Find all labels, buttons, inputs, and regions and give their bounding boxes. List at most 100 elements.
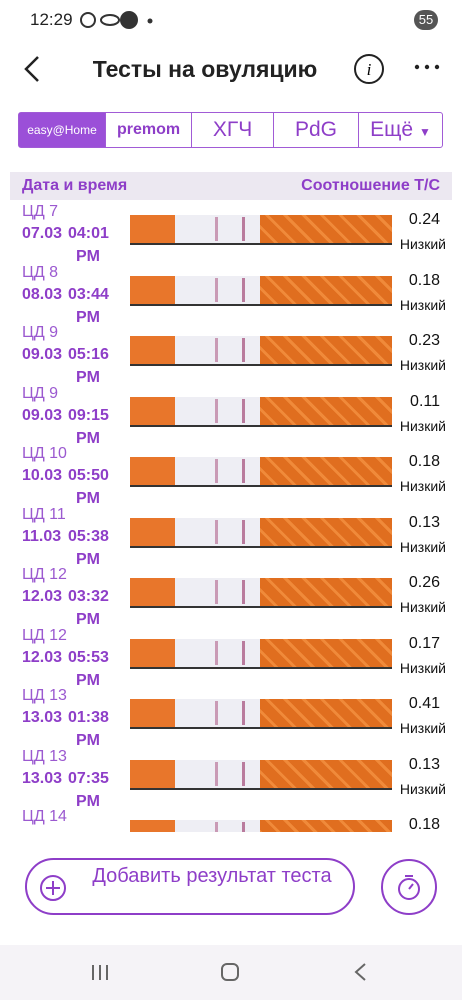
date: 09.03 bbox=[22, 346, 63, 363]
level: Низкий bbox=[399, 780, 446, 797]
ampm: PM bbox=[76, 490, 100, 507]
time: 03:44 bbox=[68, 285, 109, 303]
ampm: PM bbox=[76, 308, 100, 326]
ratio: 0.11 bbox=[410, 392, 440, 410]
add-result-label: Добавить результат теста bbox=[92, 865, 332, 887]
result-row[interactable]: ЦД 11 11.03 05:38 PM 0.13 Низкий bbox=[0, 505, 462, 568]
ratio: 0.41 bbox=[408, 695, 440, 712]
level: Низкий bbox=[399, 357, 446, 373]
date: 07.03 bbox=[22, 225, 63, 242]
result-row[interactable]: ЦД 13 13.03 07:35 PM 0.13 Низкий bbox=[0, 747, 462, 810]
result-row[interactable]: ЦД 10 10.03 05:50 PM 0.18 Низкий bbox=[0, 445, 462, 507]
control-line bbox=[242, 640, 245, 665]
control-line bbox=[242, 398, 245, 423]
test-line bbox=[215, 277, 218, 302]
test-strip-image bbox=[130, 275, 392, 306]
cycle-day: ЦД 14 bbox=[22, 808, 67, 825]
battery: 55 bbox=[414, 10, 438, 30]
ratio: 0.26 bbox=[408, 574, 440, 591]
level: Низкий bbox=[399, 538, 446, 555]
date: 10.03 bbox=[22, 467, 63, 484]
strip-handle bbox=[130, 699, 175, 727]
ampm: PM bbox=[76, 550, 100, 568]
cycle-day: ЦД 13 bbox=[22, 747, 67, 765]
ampm: PM bbox=[76, 732, 100, 749]
date: 11.03 bbox=[22, 527, 62, 545]
tab-bar: easy@Home premom ХГЧ PdG Ещё ▼ bbox=[18, 112, 443, 148]
result-row[interactable]: ЦД 9 09.03 05:16 PM 0.23 Низкий bbox=[0, 324, 462, 386]
strip-label bbox=[260, 396, 392, 425]
ratio: 0.24 bbox=[408, 211, 440, 228]
back-button[interactable] bbox=[18, 52, 48, 86]
svg-text:i: i bbox=[367, 60, 372, 79]
test-line bbox=[215, 459, 218, 483]
ratio: 0.13 bbox=[408, 755, 440, 773]
result-row[interactable]: ЦД 12 12.03 03:32 PM 0.26 Низкий bbox=[0, 566, 462, 628]
strip-handle bbox=[130, 336, 175, 364]
strip-handle bbox=[130, 275, 175, 304]
control-line bbox=[242, 580, 245, 604]
strip-label bbox=[260, 820, 392, 832]
test-strip-image bbox=[130, 759, 392, 790]
menu-button[interactable] bbox=[412, 60, 442, 74]
test-line bbox=[215, 580, 218, 604]
strip-label bbox=[260, 759, 392, 788]
strip-label bbox=[260, 638, 392, 667]
result-row[interactable]: ЦД 12 12.03 05:53 PM 0.17 Низкий bbox=[0, 627, 462, 689]
test-strip-image bbox=[130, 457, 392, 487]
add-result-button[interactable]: Добавить результат теста bbox=[25, 858, 355, 915]
strip-label bbox=[260, 457, 392, 485]
test-strip-image bbox=[130, 215, 392, 245]
test-strip-image bbox=[130, 699, 392, 729]
date: 12.03 bbox=[22, 588, 63, 605]
cycle-day: ЦД 9 bbox=[22, 324, 59, 341]
test-strip-image bbox=[130, 638, 392, 669]
cycle-day: ЦД 10 bbox=[22, 445, 67, 462]
cycle-day: ЦД 13 bbox=[22, 687, 67, 704]
tab[interactable]: Ещё ▼ bbox=[358, 113, 442, 147]
result-row[interactable]: ЦД 14 0.18 bbox=[0, 808, 462, 832]
ratio: 0.23 bbox=[408, 332, 440, 349]
date: 13.03 bbox=[22, 769, 63, 787]
control-line bbox=[242, 338, 245, 362]
test-line bbox=[215, 640, 218, 665]
column-header: Дата и время bbox=[22, 177, 128, 194]
timer-button[interactable] bbox=[380, 858, 438, 916]
tab[interactable]: easy@Home bbox=[19, 113, 105, 147]
results-list: ЦД 7 07.03 04:01 PM 0.24 Низкий ЦД 8 08.03 03:44… bbox=[0, 200, 462, 832]
strip-handle bbox=[130, 759, 175, 788]
cycle-day: ЦД 12 bbox=[22, 566, 67, 583]
time: 07:35 bbox=[68, 769, 109, 787]
strip-handle bbox=[130, 457, 175, 485]
level: Низкий bbox=[399, 417, 446, 434]
ampm: PM bbox=[76, 671, 100, 689]
ampm: PM bbox=[76, 792, 100, 810]
control-line bbox=[242, 822, 245, 832]
ampm: PM bbox=[76, 248, 100, 265]
test-line bbox=[215, 398, 218, 423]
tab[interactable]: premom bbox=[105, 113, 191, 147]
result-row[interactable]: ЦД 7 07.03 04:01 PM 0.24 Низкий bbox=[0, 203, 462, 265]
cycle-day: ЦД 11 bbox=[22, 505, 66, 523]
tab[interactable]: ХГЧ bbox=[191, 113, 273, 147]
result-row[interactable]: ЦД 9 09.03 09:15 PM 0.11 Низкий bbox=[0, 385, 462, 447]
level: Низкий bbox=[399, 236, 446, 252]
cycle-day: ЦД 7 bbox=[22, 203, 59, 220]
page-title: Тесты на овуляцию bbox=[92, 56, 318, 82]
level: Низкий bbox=[399, 296, 446, 313]
status-icons bbox=[80, 11, 153, 29]
strip-handle bbox=[130, 638, 175, 667]
level: Низкий bbox=[399, 478, 446, 494]
result-row[interactable]: ЦД 8 08.03 03:44 PM 0.18 Низкий bbox=[0, 264, 462, 326]
result-row[interactable]: ЦД 13 13.03 01:38 PM 0.41 Низкий bbox=[0, 687, 462, 749]
tab[interactable]: PdG bbox=[273, 113, 358, 147]
ratio: 0.18 bbox=[408, 271, 440, 289]
time: 05:16 bbox=[68, 346, 109, 363]
level: Низкий bbox=[399, 659, 446, 676]
time: 04:01 bbox=[68, 225, 109, 242]
info-button[interactable]: i bbox=[352, 52, 386, 86]
test-strip-image bbox=[130, 517, 392, 548]
test-line bbox=[215, 761, 218, 786]
status-time: 12:29 bbox=[30, 10, 73, 29]
